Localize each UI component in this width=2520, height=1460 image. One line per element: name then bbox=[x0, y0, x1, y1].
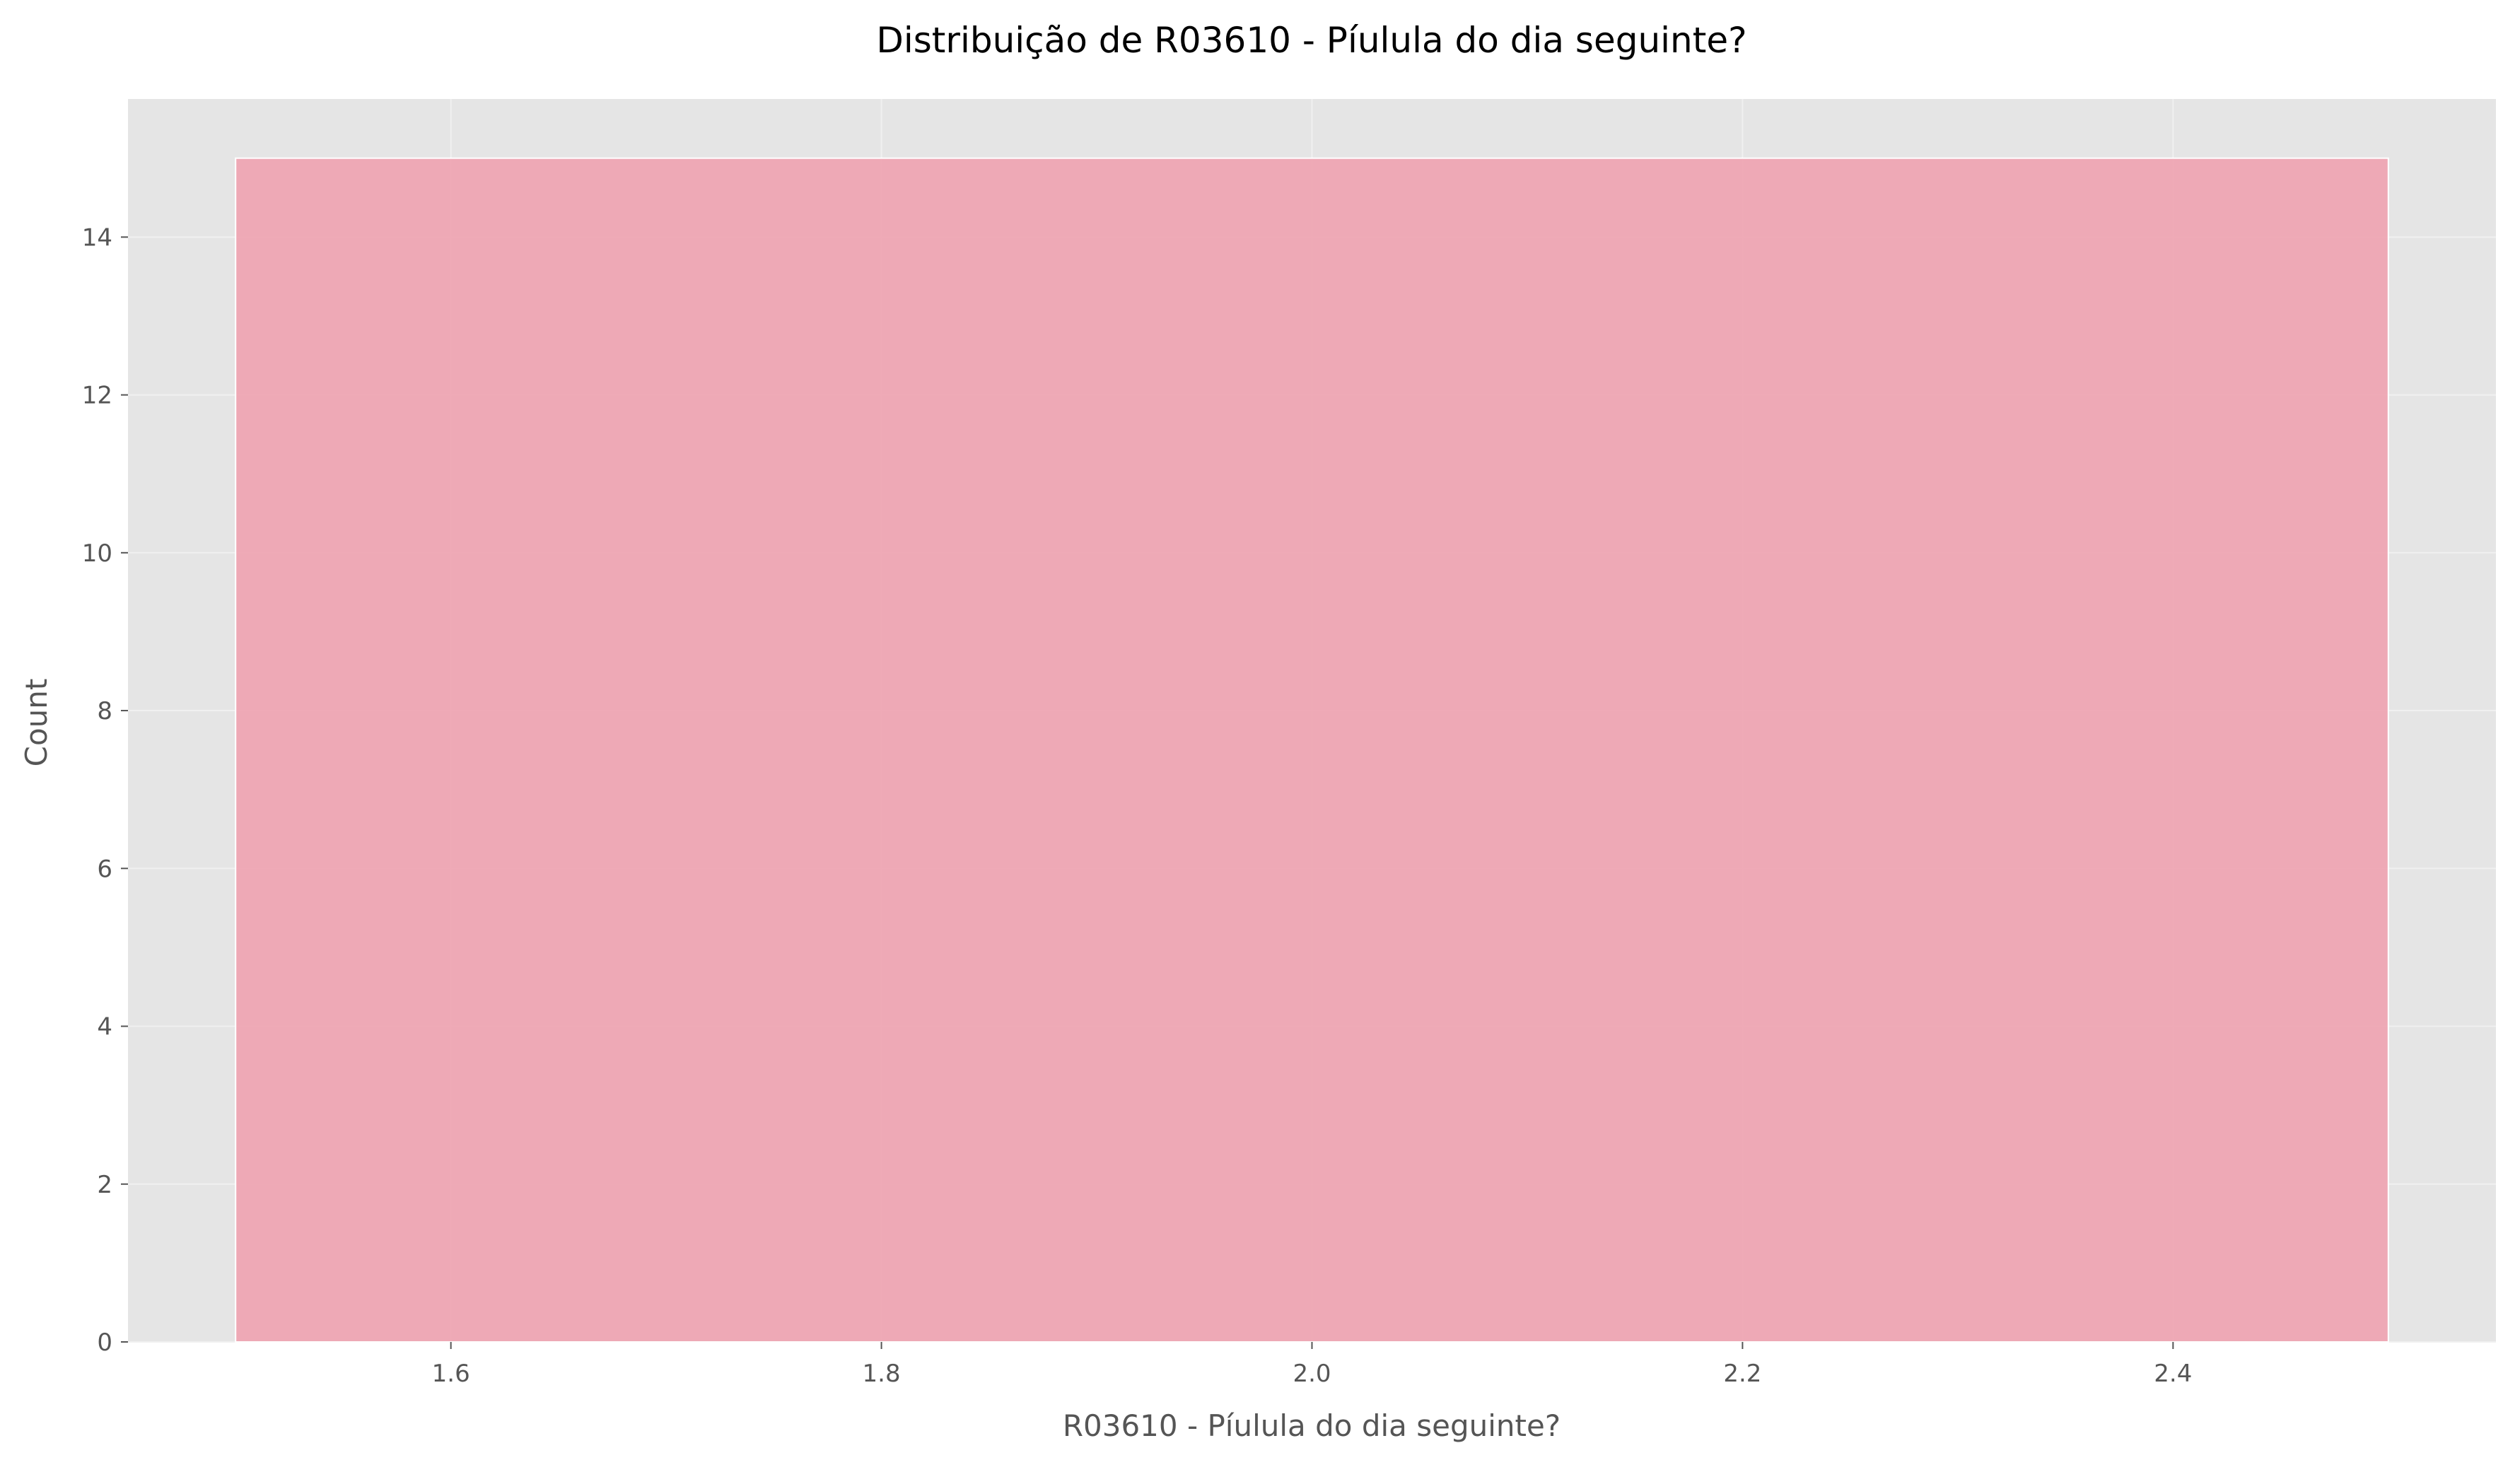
x-tick-label: 2.4 bbox=[2154, 1360, 2192, 1388]
x-tick-label: 1.6 bbox=[432, 1360, 470, 1388]
bars bbox=[235, 157, 2389, 1343]
y-tick-label: 12 bbox=[82, 382, 112, 410]
y-tick-label: 0 bbox=[97, 1328, 112, 1357]
x-tick-label: 1.8 bbox=[863, 1360, 901, 1388]
x-tick-label: 2.0 bbox=[1293, 1360, 1331, 1388]
y-tick-label: 6 bbox=[97, 855, 112, 883]
y-axis-label: Count bbox=[19, 679, 54, 767]
y-axis-ticks: 0 2 4 6 8 10 12 14 bbox=[82, 223, 128, 1357]
x-tick-label: 2.2 bbox=[1723, 1360, 1761, 1388]
y-tick-label: 14 bbox=[82, 223, 112, 252]
y-tick-label: 10 bbox=[82, 539, 112, 568]
y-tick-label: 8 bbox=[97, 697, 112, 725]
x-axis-label: R03610 - Píulula do dia seguinte? bbox=[1063, 1408, 1561, 1443]
chart-title: Distribuição de R03610 - Píulula do dia … bbox=[876, 20, 1746, 61]
y-tick-label: 4 bbox=[97, 1013, 112, 1041]
y-tick-label: 2 bbox=[97, 1171, 112, 1199]
histogram-bar bbox=[235, 157, 2389, 1343]
x-axis-ticks: 1.6 1.8 2.0 2.2 2.4 bbox=[432, 1342, 2192, 1388]
